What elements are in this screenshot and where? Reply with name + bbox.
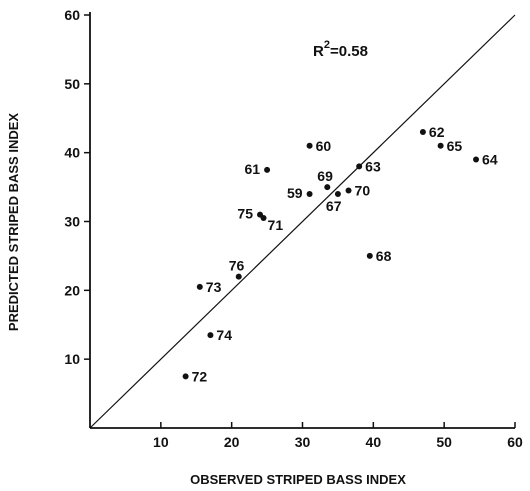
data-point-label: 74 — [216, 327, 232, 343]
data-point-label: 64 — [482, 152, 498, 168]
data-point-label: 60 — [316, 138, 332, 154]
data-point-label: 59 — [287, 185, 303, 201]
y-tick-label: 10 — [64, 351, 80, 367]
data-point-label: 76 — [229, 258, 245, 274]
data-point — [257, 211, 263, 218]
data-point-label: 68 — [376, 248, 392, 264]
data-point — [196, 283, 203, 290]
data-point — [207, 332, 214, 339]
data-point-label: 61 — [245, 161, 261, 177]
data-point — [306, 190, 313, 197]
y-tick-label: 60 — [64, 7, 80, 23]
y-tick-label: 40 — [64, 145, 80, 161]
data-point — [306, 142, 313, 149]
x-tick-label: 20 — [224, 434, 240, 450]
data-point-label: 71 — [268, 217, 284, 233]
data-point-label: 62 — [429, 124, 445, 140]
plot-frame — [89, 12, 516, 429]
data-point-label: 69 — [317, 168, 333, 184]
x-tick-label: 60 — [507, 434, 523, 450]
y-tick-label: 20 — [64, 282, 80, 298]
data-point — [437, 142, 444, 149]
x-tick-label: 30 — [295, 434, 311, 450]
x-ticks: 10 20 30 40 50 60 — [153, 422, 523, 450]
y-tick-label: 30 — [64, 214, 80, 230]
data-point-label: 65 — [447, 138, 463, 154]
data-point-label: 70 — [355, 183, 371, 199]
data-point — [345, 187, 352, 194]
y-axis-title: PREDICTED STRIPED BASS INDEX — [6, 113, 21, 331]
data-point-label: 67 — [326, 198, 342, 214]
x-tick-label: 10 — [153, 434, 169, 450]
y-ticks: 10 20 30 40 50 60 — [64, 7, 90, 367]
y-tick-label: 50 — [64, 76, 80, 92]
data-point — [334, 190, 341, 197]
data-point-label: 73 — [206, 279, 222, 295]
data-point — [419, 129, 426, 136]
data-point-label: 63 — [365, 158, 381, 174]
data-point-label: 75 — [237, 206, 253, 222]
data-point — [366, 252, 373, 259]
data-point — [264, 166, 271, 173]
reference-line — [89, 14, 516, 429]
x-tick-label: 40 — [366, 434, 382, 450]
data-point — [182, 373, 189, 380]
data-point-label: 72 — [192, 368, 208, 384]
x-axis-title: OBSERVED STRIPED BASS INDEX — [190, 472, 406, 487]
data-point — [235, 273, 242, 280]
r2-annotation: R2=0.58 — [313, 39, 368, 60]
data-point — [324, 184, 331, 191]
data-point — [356, 163, 363, 170]
x-tick-label: 50 — [436, 434, 452, 450]
data-point — [473, 156, 480, 163]
